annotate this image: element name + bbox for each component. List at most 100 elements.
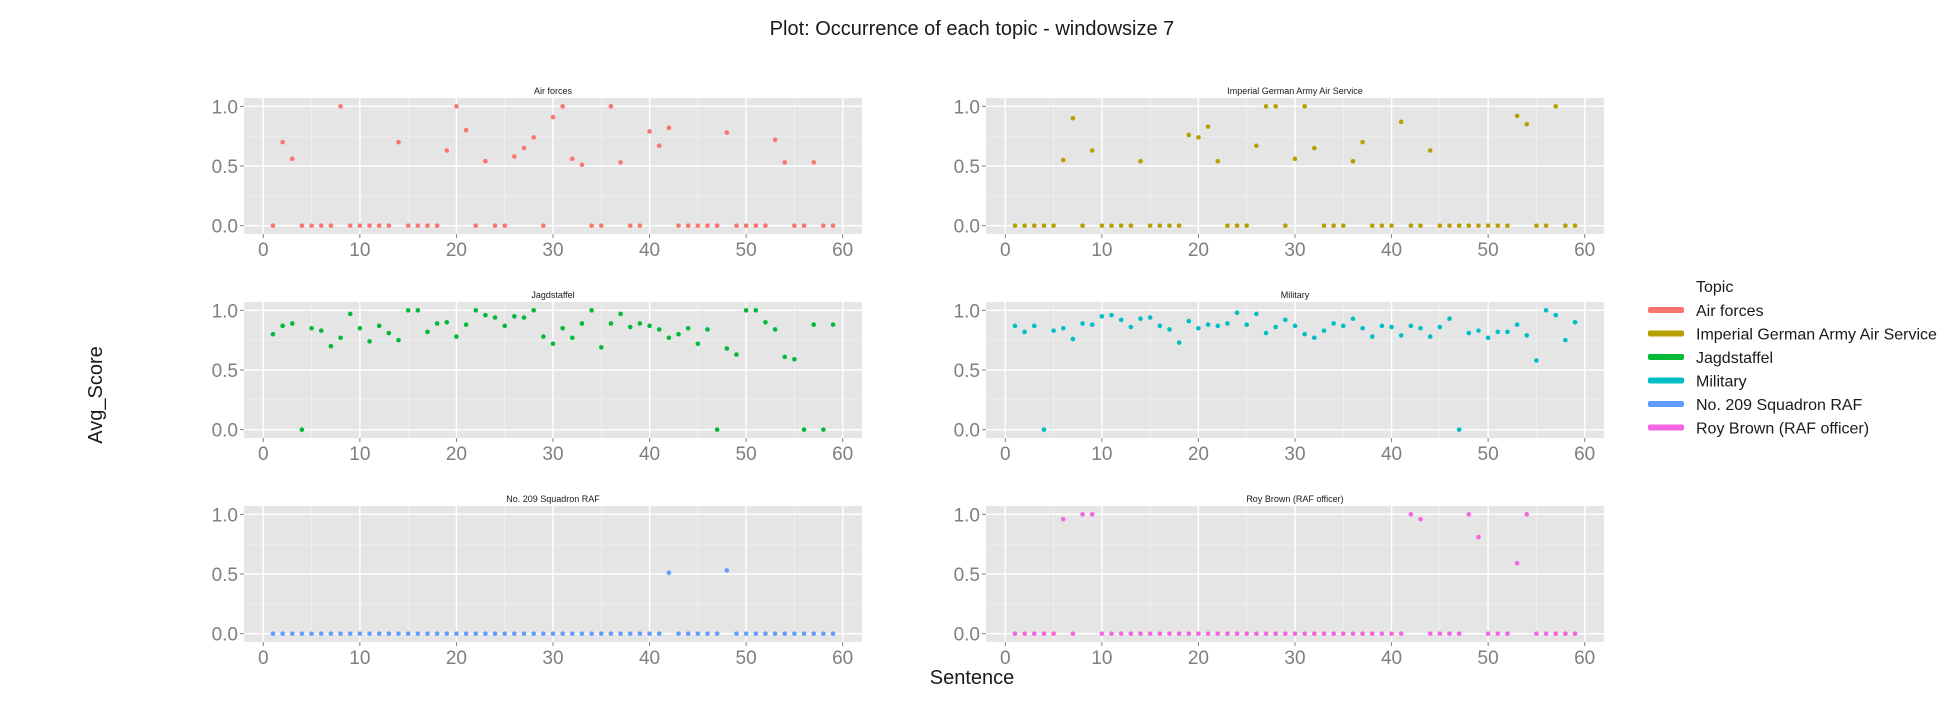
- data-point: [560, 104, 565, 109]
- data-point: [1186, 132, 1192, 138]
- data-point: [1109, 312, 1114, 318]
- legend-key: [1648, 354, 1684, 360]
- data-point: [811, 631, 817, 636]
- x-tick-label: 50: [1478, 648, 1499, 669]
- data-point: [299, 631, 305, 636]
- data-point: [570, 631, 575, 636]
- x-tick-label: 20: [1188, 240, 1209, 261]
- data-point: [685, 223, 691, 228]
- data-point: [386, 631, 392, 636]
- data-point: [1572, 223, 1578, 228]
- panel-title: Roy Brown (RAF officer): [1246, 494, 1343, 504]
- data-point: [811, 322, 817, 327]
- legend-key: [1648, 401, 1684, 407]
- x-tick-label: 40: [1381, 648, 1402, 669]
- data-point: [376, 323, 382, 329]
- data-point: [1398, 631, 1404, 636]
- data-point: [1553, 104, 1559, 109]
- data-point: [1234, 223, 1240, 228]
- y-tick-label: 0.5: [954, 565, 980, 586]
- data-point: [1292, 631, 1298, 636]
- data-point: [1340, 223, 1346, 228]
- data-point: [1118, 631, 1124, 636]
- legend-key: [1648, 424, 1684, 431]
- data-point: [1244, 223, 1250, 228]
- data-point: [608, 321, 614, 326]
- data-point: [1466, 512, 1472, 517]
- data-point: [1485, 335, 1491, 341]
- data-point: [579, 631, 585, 636]
- data-point: [1418, 223, 1423, 228]
- data-point: [1466, 330, 1472, 336]
- y-tick-label: 0.5: [954, 361, 980, 382]
- data-point: [1225, 631, 1230, 636]
- data-point: [647, 631, 652, 636]
- data-point: [676, 331, 681, 337]
- data-point: [1147, 631, 1153, 636]
- data-point: [753, 223, 759, 228]
- data-point: [792, 631, 797, 636]
- data-point: [1437, 631, 1443, 636]
- data-point: [289, 156, 295, 162]
- data-point: [1263, 631, 1269, 636]
- data-point: [1070, 336, 1076, 342]
- data-point: [656, 143, 662, 149]
- data-point: [598, 631, 604, 636]
- x-tick-label: 10: [1091, 648, 1112, 669]
- data-point: [396, 337, 401, 343]
- data-point: [1389, 324, 1394, 330]
- legend: Topic Air forces Imperial German Army Air…: [1648, 279, 1937, 438]
- data-point: [1331, 321, 1336, 326]
- data-point: [618, 311, 623, 317]
- data-point: [763, 319, 768, 325]
- data-point: [1505, 223, 1510, 228]
- x-tick-label: 60: [832, 444, 853, 465]
- data-point: [598, 345, 604, 350]
- data-point: [1138, 631, 1143, 636]
- data-point: [1340, 631, 1346, 636]
- data-point: [695, 341, 701, 347]
- data-point: [1427, 631, 1433, 636]
- data-point: [608, 104, 614, 109]
- data-point: [1273, 324, 1278, 330]
- data-point: [1176, 340, 1182, 345]
- data-point: [1476, 328, 1481, 333]
- data-point: [483, 158, 488, 164]
- data-point: [1495, 631, 1501, 636]
- data-point: [1244, 322, 1250, 327]
- data-point: [299, 427, 305, 432]
- x-tick-label: 30: [1284, 648, 1305, 669]
- data-point: [1109, 631, 1114, 636]
- data-point: [1051, 223, 1056, 228]
- data-point: [1505, 329, 1510, 335]
- data-point: [1254, 143, 1259, 149]
- data-point: [1534, 358, 1539, 363]
- data-point: [1176, 631, 1182, 636]
- legend-item: Military: [1648, 374, 1747, 391]
- data-point: [1514, 322, 1520, 327]
- data-point: [1331, 223, 1336, 228]
- data-point: [1543, 631, 1549, 636]
- x-tick-label: 40: [639, 648, 660, 669]
- data-point: [1283, 223, 1288, 228]
- data-point: [792, 223, 797, 228]
- data-point: [821, 427, 826, 432]
- data-point: [396, 631, 401, 636]
- legend-item: Imperial German Army Air Service: [1648, 327, 1937, 344]
- data-point: [396, 139, 401, 145]
- panel-title: No. 209 Squadron RAF: [506, 494, 600, 504]
- data-point: [637, 631, 643, 636]
- data-point: [338, 631, 343, 636]
- x-tick-label: 10: [1091, 444, 1112, 465]
- data-point: [541, 334, 546, 339]
- data-point: [714, 223, 720, 228]
- data-point: [782, 160, 788, 165]
- data-point: [550, 341, 556, 347]
- x-tick-label: 0: [258, 648, 269, 669]
- data-point: [772, 631, 778, 636]
- x-tick-label: 50: [736, 240, 757, 261]
- data-point: [367, 631, 372, 636]
- data-point: [1118, 317, 1124, 323]
- x-tick-label: 10: [1091, 240, 1112, 261]
- data-point: [1080, 223, 1085, 228]
